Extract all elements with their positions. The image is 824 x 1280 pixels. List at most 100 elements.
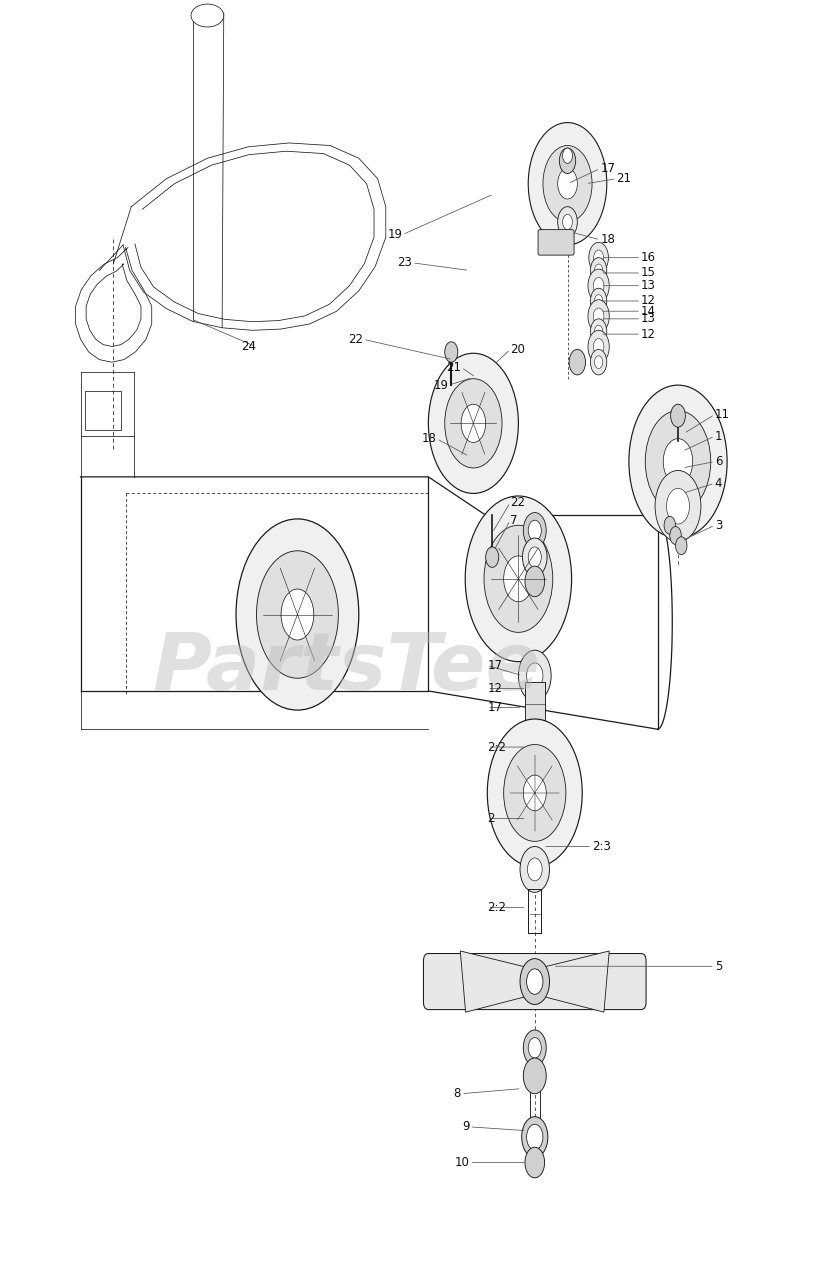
Circle shape xyxy=(461,404,485,443)
Text: 16: 16 xyxy=(641,251,656,264)
Circle shape xyxy=(594,356,602,369)
FancyBboxPatch shape xyxy=(538,229,574,255)
Text: 23: 23 xyxy=(397,256,412,269)
Text: 1: 1 xyxy=(715,430,723,443)
Circle shape xyxy=(671,404,686,428)
Text: 11: 11 xyxy=(715,408,730,421)
Circle shape xyxy=(558,169,578,200)
Text: 15: 15 xyxy=(641,266,656,279)
Circle shape xyxy=(588,269,609,302)
Circle shape xyxy=(523,1030,546,1066)
Text: 10: 10 xyxy=(454,1156,470,1169)
Circle shape xyxy=(528,547,541,567)
Circle shape xyxy=(591,349,606,375)
Circle shape xyxy=(670,526,681,544)
Ellipse shape xyxy=(191,4,224,27)
Circle shape xyxy=(676,536,687,554)
Text: 12: 12 xyxy=(487,682,503,695)
Circle shape xyxy=(664,516,676,534)
Circle shape xyxy=(655,471,701,541)
Text: 8: 8 xyxy=(454,1087,461,1101)
Circle shape xyxy=(428,353,518,493)
Text: 18: 18 xyxy=(600,233,616,246)
Text: 2:2: 2:2 xyxy=(487,741,506,754)
Circle shape xyxy=(589,242,608,273)
Text: 6: 6 xyxy=(715,456,723,468)
Circle shape xyxy=(466,495,572,662)
Circle shape xyxy=(527,969,543,995)
Text: 24: 24 xyxy=(241,340,256,353)
FancyBboxPatch shape xyxy=(424,954,646,1010)
Circle shape xyxy=(663,439,693,485)
Circle shape xyxy=(594,294,602,307)
Text: 21: 21 xyxy=(616,172,632,186)
Circle shape xyxy=(528,123,606,244)
Circle shape xyxy=(667,489,690,524)
Circle shape xyxy=(523,776,546,810)
Circle shape xyxy=(525,1147,545,1178)
Circle shape xyxy=(522,538,547,576)
Circle shape xyxy=(281,589,314,640)
Circle shape xyxy=(593,278,604,294)
Circle shape xyxy=(525,566,545,596)
Circle shape xyxy=(445,379,502,468)
Circle shape xyxy=(594,264,602,276)
Text: 21: 21 xyxy=(446,361,461,374)
Text: 4: 4 xyxy=(715,476,723,490)
Circle shape xyxy=(256,550,339,678)
Circle shape xyxy=(558,206,578,237)
Circle shape xyxy=(588,330,609,364)
Circle shape xyxy=(591,288,606,314)
Text: 20: 20 xyxy=(510,343,525,356)
Text: 13: 13 xyxy=(641,312,656,325)
Text: 19: 19 xyxy=(433,379,449,392)
Text: 2: 2 xyxy=(487,812,494,824)
Circle shape xyxy=(528,520,541,540)
Circle shape xyxy=(569,349,586,375)
Circle shape xyxy=(593,339,604,355)
Circle shape xyxy=(236,518,358,710)
Bar xyxy=(85,392,121,430)
Circle shape xyxy=(503,745,566,841)
Text: 9: 9 xyxy=(461,1120,470,1133)
Circle shape xyxy=(559,148,576,174)
Text: 5: 5 xyxy=(715,960,722,973)
Text: 14: 14 xyxy=(641,305,656,317)
Circle shape xyxy=(527,1124,543,1149)
Text: 3: 3 xyxy=(715,518,722,531)
Circle shape xyxy=(485,547,499,567)
Circle shape xyxy=(527,663,543,689)
Circle shape xyxy=(522,1116,548,1157)
Text: 2:3: 2:3 xyxy=(592,840,611,852)
Text: 17: 17 xyxy=(487,659,503,672)
Text: 17: 17 xyxy=(487,701,503,714)
Text: 13: 13 xyxy=(641,279,656,292)
Text: 19: 19 xyxy=(387,228,402,241)
Text: 18: 18 xyxy=(422,433,437,445)
Circle shape xyxy=(520,959,550,1005)
Circle shape xyxy=(563,148,573,164)
Circle shape xyxy=(594,250,603,265)
Circle shape xyxy=(523,512,546,548)
Circle shape xyxy=(594,325,602,338)
Circle shape xyxy=(591,319,606,344)
Bar xyxy=(525,682,545,727)
Text: 22: 22 xyxy=(348,333,363,346)
Circle shape xyxy=(487,719,583,867)
Text: 12: 12 xyxy=(641,328,656,340)
Text: 17: 17 xyxy=(600,163,616,175)
Circle shape xyxy=(445,342,458,362)
Text: 12: 12 xyxy=(641,294,656,307)
Circle shape xyxy=(593,308,604,325)
Text: 22: 22 xyxy=(510,495,525,509)
Text: PartsTee: PartsTee xyxy=(152,628,541,707)
Circle shape xyxy=(527,858,542,881)
Circle shape xyxy=(528,1038,541,1059)
Circle shape xyxy=(484,525,553,632)
Circle shape xyxy=(645,411,711,512)
Circle shape xyxy=(543,146,592,221)
Circle shape xyxy=(518,650,551,701)
Circle shape xyxy=(523,1059,546,1093)
Circle shape xyxy=(503,556,533,602)
Polygon shape xyxy=(461,951,609,1012)
